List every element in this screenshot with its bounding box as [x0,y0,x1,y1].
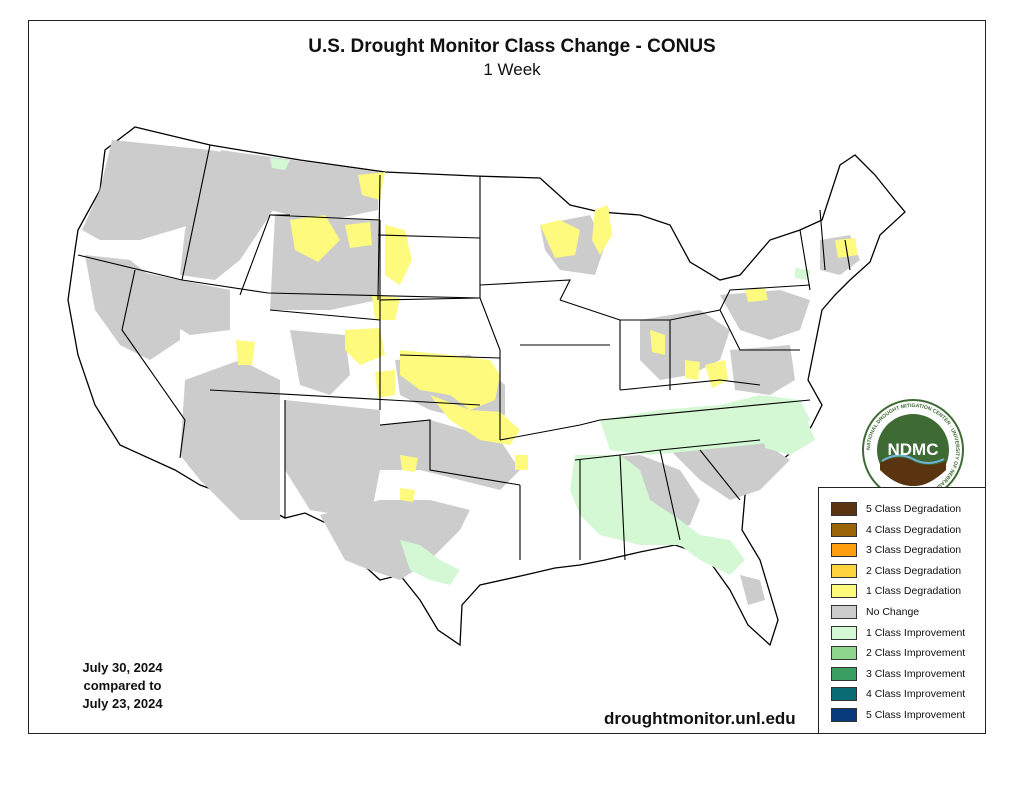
legend-item: No Change [831,604,919,620]
legend-item: 2 Class Improvement [831,645,965,661]
legend-swatch [831,625,857,640]
legend-label: 1 Class Degradation [866,585,962,598]
legend-item: 4 Class Degradation [831,522,961,538]
state-boundaries [77,144,851,561]
legend-label: 2 Class Improvement [866,647,966,660]
legend-item: 1 Class Improvement [831,625,965,641]
legend-label: 3 Class Improvement [866,667,966,680]
legend-item: 5 Class Improvement [831,707,965,723]
date-current: July 30, 2024 [82,660,163,675]
legend-swatch [831,646,857,661]
legend-swatch [831,522,857,537]
legend-swatch [831,708,857,722]
improvement-areas [270,158,815,585]
legend-swatch [831,502,857,516]
date-comparison: July 30, 2024 compared to July 23, 2024 [60,659,185,713]
degradation-areas [236,172,858,502]
legend-label: 1 Class Improvement [866,626,966,639]
date-previous: July 23, 2024 [82,696,163,711]
legend-label: No Change [866,606,920,618]
website-link[interactable]: droughtmonitor.unl.edu [604,709,796,728]
logo-wave [880,457,946,487]
legend-swatch [831,687,857,702]
legend-item: 3 Class Degradation [831,542,961,558]
legend-swatch [831,563,857,578]
legend-swatch [831,584,857,599]
legend-item: 4 Class Improvement [831,686,965,702]
legend-label: 4 Class Improvement [866,688,966,701]
legend-label: 2 Class Degradation [866,564,962,577]
legend-swatch [831,666,857,681]
legend-item: 1 Class Degradation [831,583,961,599]
legend-label: 3 Class Degradation [866,544,962,557]
map-title: U.S. Drought Monitor Class Change - CONU… [308,36,715,57]
legend-item: 3 Class Improvement [831,666,965,682]
legend-label: 4 Class Degradation [866,523,962,536]
ndmc-logo: NATIONAL DROUGHT MITIGATION CENTER · UNI… [862,399,964,501]
legend: 5 Class Degradation 4 Class Degradation 3 … [818,487,986,734]
map-subtitle: 1 Week [483,60,541,79]
legend-label: 5 Class Improvement [866,709,966,721]
legend-swatch [831,543,857,558]
legend-label: 5 Class Degradation [866,503,962,515]
legend-swatch [831,605,857,619]
legend-item: 5 Class Degradation [831,501,961,517]
date-compared-to: compared to [83,678,162,693]
legend-item: 2 Class Degradation [831,563,961,579]
logo-text: NDMC [888,440,939,459]
